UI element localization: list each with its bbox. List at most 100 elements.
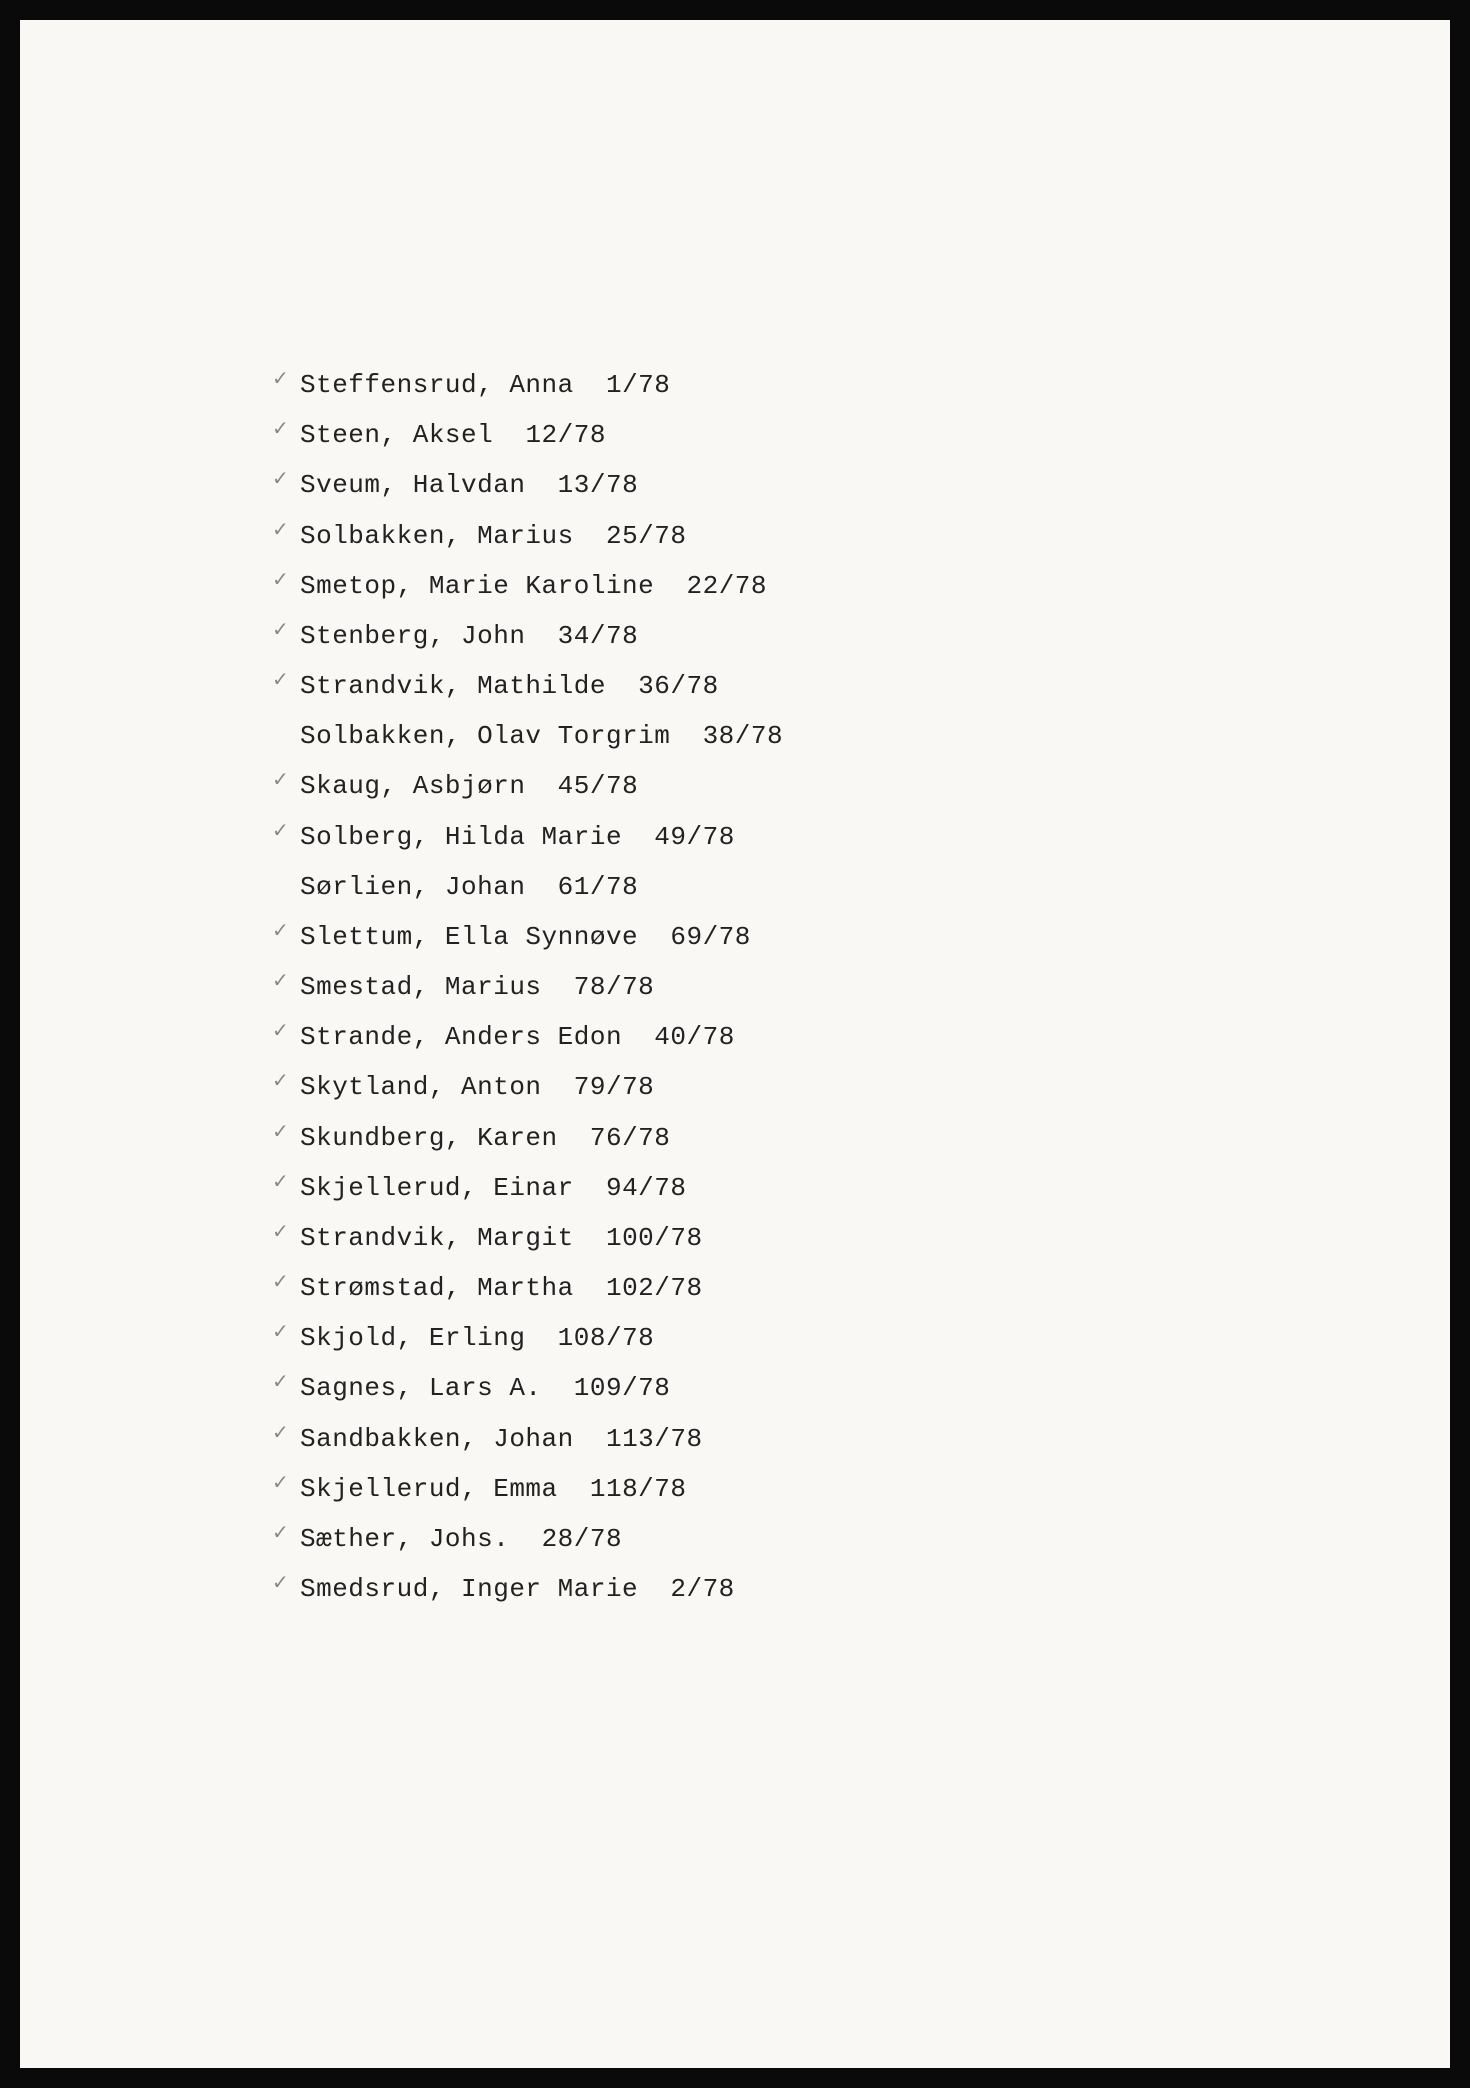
list-entry: ✓Skjellerud, Einar 94/78 xyxy=(300,1163,783,1213)
entry-name: Strandvik, Margit xyxy=(300,1223,574,1253)
checkmark-icon: ✓ xyxy=(272,1514,289,1553)
list-entry: ✓Steen, Aksel 12/78 xyxy=(300,410,783,460)
entry-reference: 2/78 xyxy=(670,1574,734,1604)
entry-reference: 100/78 xyxy=(606,1223,703,1253)
entry-name: Strandvik, Mathilde xyxy=(300,671,606,701)
list-entry: ✓Solbakken, Marius 25/78 xyxy=(300,511,783,561)
list-entry: ✓Smestad, Marius 78/78 xyxy=(300,962,783,1012)
entry-name: Solbakken, Marius xyxy=(300,521,574,551)
checkmark-icon: ✓ xyxy=(272,1163,289,1202)
entry-reference: 69/78 xyxy=(670,922,751,952)
entry-name: Skundberg, Karen xyxy=(300,1123,558,1153)
entry-reference: 45/78 xyxy=(558,771,639,801)
list-entry: ✓Stenberg, John 34/78 xyxy=(300,611,783,661)
entry-reference: 13/78 xyxy=(558,470,639,500)
entry-name: Solberg, Hilda Marie xyxy=(300,822,622,852)
list-entry: ✓Skytland, Anton 79/78 xyxy=(300,1062,783,1112)
entries-list: ✓Steffensrud, Anna 1/78✓Steen, Aksel 12/… xyxy=(300,360,783,1614)
entry-reference: 49/78 xyxy=(654,822,735,852)
list-entry: ✓Steffensrud, Anna 1/78 xyxy=(300,360,783,410)
entry-reference: 102/78 xyxy=(606,1273,703,1303)
document-page: ✓Steffensrud, Anna 1/78✓Steen, Aksel 12/… xyxy=(20,20,1450,2068)
entry-reference: 109/78 xyxy=(574,1373,671,1403)
entry-name: Sveum, Halvdan xyxy=(300,470,525,500)
list-entry: Sørlien, Johan 61/78 xyxy=(300,862,783,912)
entry-reference: 40/78 xyxy=(654,1022,735,1052)
entry-name: Skjellerud, Emma xyxy=(300,1474,558,1504)
checkmark-icon: ✓ xyxy=(272,1213,289,1252)
entry-name: Sagnes, Lars A. xyxy=(300,1373,542,1403)
list-entry: ✓Sandbakken, Johan 113/78 xyxy=(300,1414,783,1464)
checkmark-icon: ✓ xyxy=(272,661,289,700)
entry-reference: 113/78 xyxy=(606,1424,703,1454)
checkmark-icon: ✓ xyxy=(272,561,289,600)
entry-name: Smetop, Marie Karoline xyxy=(300,571,654,601)
entry-name: Stenberg, John xyxy=(300,621,525,651)
list-entry: ✓Slettum, Ella Synnøve 69/78 xyxy=(300,912,783,962)
checkmark-icon: ✓ xyxy=(272,1414,289,1453)
checkmark-icon: ✓ xyxy=(272,1313,289,1352)
checkmark-icon: ✓ xyxy=(272,611,289,650)
checkmark-icon: ✓ xyxy=(272,460,289,499)
entry-name: Skytland, Anton xyxy=(300,1072,542,1102)
list-entry: ✓Strandvik, Mathilde 36/78 xyxy=(300,661,783,711)
entry-reference: 61/78 xyxy=(558,872,639,902)
list-entry: ✓Smetop, Marie Karoline 22/78 xyxy=(300,561,783,611)
entry-reference: 28/78 xyxy=(542,1524,623,1554)
checkmark-icon: ✓ xyxy=(272,1464,289,1503)
entry-reference: 34/78 xyxy=(558,621,639,651)
entry-reference: 78/78 xyxy=(574,972,655,1002)
list-entry: ✓Skundberg, Karen 76/78 xyxy=(300,1113,783,1163)
checkmark-icon: ✓ xyxy=(272,360,289,399)
list-entry: ✓Smedsrud, Inger Marie 2/78 xyxy=(300,1564,783,1614)
checkmark-icon: ✓ xyxy=(272,1012,289,1051)
list-entry: ✓Strandvik, Margit 100/78 xyxy=(300,1213,783,1263)
entry-name: Steffensrud, Anna xyxy=(300,370,574,400)
entry-name: Sørlien, Johan xyxy=(300,872,525,902)
list-entry: ✓Solberg, Hilda Marie 49/78 xyxy=(300,812,783,862)
entry-reference: 108/78 xyxy=(558,1323,655,1353)
list-entry: ✓Strømstad, Martha 102/78 xyxy=(300,1263,783,1313)
checkmark-icon: ✓ xyxy=(272,1062,289,1101)
entry-reference: 38/78 xyxy=(703,721,784,751)
list-entry: ✓Sæther, Johs. 28/78 xyxy=(300,1514,783,1564)
checkmark-icon: ✓ xyxy=(272,410,289,449)
checkmark-icon: ✓ xyxy=(272,962,289,1001)
list-entry: ✓Sagnes, Lars A. 109/78 xyxy=(300,1363,783,1413)
checkmark-icon: ✓ xyxy=(272,1363,289,1402)
checkmark-icon: ✓ xyxy=(272,761,289,800)
entry-name: Strande, Anders Edon xyxy=(300,1022,622,1052)
entry-name: Smestad, Marius xyxy=(300,972,542,1002)
list-entry: ✓Skjold, Erling 108/78 xyxy=(300,1313,783,1363)
entry-reference: 36/78 xyxy=(638,671,719,701)
entry-name: Solbakken, Olav Torgrim xyxy=(300,721,670,751)
list-entry: Solbakken, Olav Torgrim 38/78 xyxy=(300,711,783,761)
checkmark-icon: ✓ xyxy=(272,912,289,951)
entry-reference: 1/78 xyxy=(606,370,670,400)
entry-name: Smedsrud, Inger Marie xyxy=(300,1574,638,1604)
entry-name: Sæther, Johs. xyxy=(300,1524,509,1554)
entry-name: Skjellerud, Einar xyxy=(300,1173,574,1203)
entry-reference: 12/78 xyxy=(525,420,606,450)
list-entry: ✓Skaug, Asbjørn 45/78 xyxy=(300,761,783,811)
checkmark-icon: ✓ xyxy=(272,1564,289,1603)
entry-reference: 94/78 xyxy=(606,1173,687,1203)
entry-name: Skjold, Erling xyxy=(300,1323,525,1353)
entry-reference: 22/78 xyxy=(686,571,767,601)
entry-name: Steen, Aksel xyxy=(300,420,493,450)
checkmark-icon: ✓ xyxy=(272,511,289,550)
entry-name: Strømstad, Martha xyxy=(300,1273,574,1303)
entry-reference: 79/78 xyxy=(574,1072,655,1102)
checkmark-icon: ✓ xyxy=(272,1113,289,1152)
entry-name: Slettum, Ella Synnøve xyxy=(300,922,638,952)
list-entry: ✓Sveum, Halvdan 13/78 xyxy=(300,460,783,510)
entry-name: Skaug, Asbjørn xyxy=(300,771,525,801)
checkmark-icon: ✓ xyxy=(272,812,289,851)
checkmark-icon: ✓ xyxy=(272,1263,289,1302)
entry-reference: 25/78 xyxy=(606,521,687,551)
entry-name: Sandbakken, Johan xyxy=(300,1424,574,1454)
list-entry: ✓Skjellerud, Emma 118/78 xyxy=(300,1464,783,1514)
entry-reference: 118/78 xyxy=(590,1474,687,1504)
entry-reference: 76/78 xyxy=(590,1123,671,1153)
list-entry: ✓Strande, Anders Edon 40/78 xyxy=(300,1012,783,1062)
